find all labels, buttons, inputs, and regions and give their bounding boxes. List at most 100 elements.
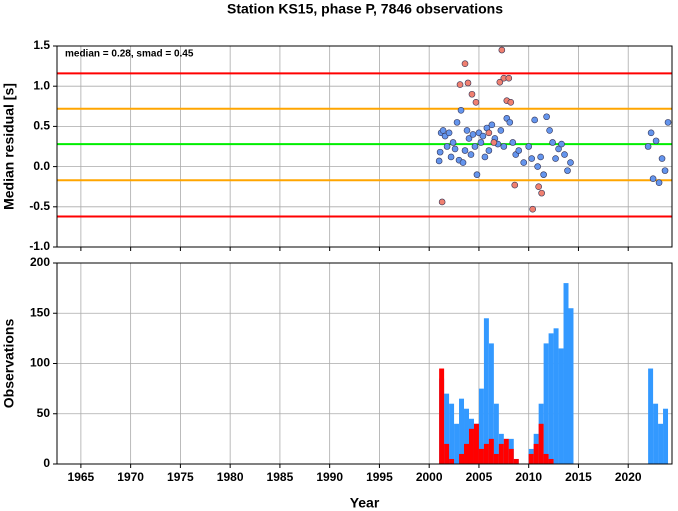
point xyxy=(644,143,652,150)
y-tick-label: 150 xyxy=(30,305,50,319)
point xyxy=(509,139,517,146)
bar xyxy=(468,428,474,464)
bar xyxy=(488,438,494,464)
bar xyxy=(513,458,519,464)
bar xyxy=(444,443,450,464)
y-tick-label: 0 xyxy=(43,456,50,470)
point xyxy=(546,127,553,134)
point xyxy=(515,147,523,154)
point xyxy=(447,153,455,161)
x-tick-label: 1990 xyxy=(316,470,343,484)
x-tick-label: 2005 xyxy=(466,470,493,484)
point xyxy=(456,81,464,88)
point xyxy=(564,167,571,174)
point xyxy=(538,189,545,197)
bar xyxy=(648,368,654,464)
x-tick-label: 1975 xyxy=(167,470,194,484)
point xyxy=(498,46,506,54)
x-tick-label: 2015 xyxy=(565,470,592,484)
point xyxy=(529,205,536,213)
point xyxy=(520,159,528,166)
bar xyxy=(449,458,455,464)
point xyxy=(540,171,547,178)
point xyxy=(558,140,565,148)
bar xyxy=(454,423,460,464)
plot-frame xyxy=(56,262,673,465)
plot-frame xyxy=(56,45,673,248)
point xyxy=(473,171,481,178)
point xyxy=(477,139,485,146)
y-tick-label: 1.0 xyxy=(33,78,50,92)
point xyxy=(528,155,535,162)
bar xyxy=(464,408,469,464)
point xyxy=(534,163,541,170)
bar xyxy=(653,403,659,464)
bar xyxy=(478,388,484,464)
point xyxy=(469,131,477,138)
point xyxy=(485,147,493,154)
point xyxy=(535,183,542,190)
point xyxy=(435,157,443,165)
point xyxy=(468,90,476,98)
point xyxy=(552,155,559,162)
x-tick-label: 2000 xyxy=(416,470,443,484)
point xyxy=(647,129,655,137)
point xyxy=(658,155,666,162)
y-tick-label: -0.5 xyxy=(29,199,50,213)
bar xyxy=(558,348,564,464)
point xyxy=(459,159,467,166)
x-tick-label: 1970 xyxy=(117,470,144,484)
x-tick-label: 2020 xyxy=(615,470,642,484)
point xyxy=(490,139,498,146)
point xyxy=(655,179,663,186)
point xyxy=(549,139,556,146)
bar xyxy=(548,458,554,464)
point xyxy=(481,153,489,161)
point xyxy=(464,79,472,87)
y-tick-label: 200 xyxy=(30,255,50,269)
point xyxy=(471,143,479,150)
y-tick-label: 1.5 xyxy=(33,38,50,52)
x-tick-label: 2010 xyxy=(515,470,542,484)
point xyxy=(664,119,672,126)
point xyxy=(467,151,475,158)
point xyxy=(461,147,469,154)
x-tick-label: 1995 xyxy=(366,470,393,484)
point xyxy=(449,139,457,146)
point xyxy=(511,181,519,189)
chart-title: Station KS15, phase P, 7846 observations xyxy=(227,1,503,17)
y-tick-label: 100 xyxy=(30,356,50,370)
y-axis-label: Observations xyxy=(1,319,17,409)
point xyxy=(531,116,538,124)
y-tick-label: 0.0 xyxy=(33,159,50,173)
bar xyxy=(449,403,455,464)
point xyxy=(463,127,471,134)
bar xyxy=(568,308,574,464)
point xyxy=(436,148,444,156)
bar xyxy=(658,423,664,464)
bar xyxy=(464,443,469,464)
y-axis-label: Median residual [s] xyxy=(1,83,17,210)
point xyxy=(439,127,447,134)
bar xyxy=(483,443,489,464)
point xyxy=(453,119,461,126)
bar xyxy=(439,368,445,464)
x-tick-label: 1980 xyxy=(217,470,244,484)
x-tick-label: 1985 xyxy=(267,470,294,484)
annotation: median = 0.28, smad = 0.45 xyxy=(65,49,194,60)
bar xyxy=(543,343,549,464)
point xyxy=(661,167,669,174)
point xyxy=(506,119,514,126)
bar xyxy=(538,423,544,464)
point xyxy=(445,129,453,137)
point xyxy=(443,143,451,150)
bar xyxy=(478,448,484,464)
point xyxy=(496,78,504,86)
bar xyxy=(473,423,479,464)
x-tick-label: 1965 xyxy=(68,470,95,484)
point xyxy=(500,143,508,150)
y-tick-label: -1.0 xyxy=(29,239,50,253)
bar xyxy=(493,453,499,464)
